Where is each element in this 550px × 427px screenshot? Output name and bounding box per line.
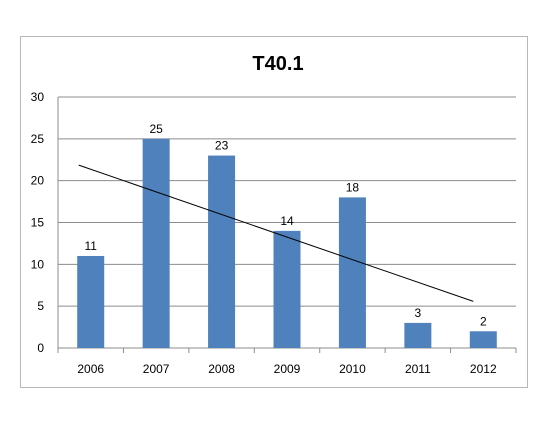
chart-title: T40.1 [252,53,303,75]
trendline [78,164,474,302]
bar [338,197,366,348]
bar [77,255,105,348]
x-tick-label: 2006 [77,362,104,376]
bar [208,155,236,348]
data-labels: 11 25 23 14 18 3 2 [84,122,486,328]
bar [469,331,497,348]
data-label: 18 [346,180,360,194]
x-tick-label: 2010 [339,362,366,376]
x-tick-label: 2012 [470,362,497,376]
trendline-line [78,164,474,302]
x-axis-ticks: 2006 2007 2008 2009 2010 2011 2012 [57,348,517,376]
y-tick-label: 25 [31,132,45,146]
y-tick-label: 20 [31,174,45,188]
x-tick-label: 2011 [405,362,431,376]
bar [142,138,170,348]
data-label: 3 [415,306,422,320]
y-tick-label: 5 [37,299,44,313]
bars [77,138,497,348]
x-tick-label: 2008 [208,362,235,376]
data-label: 23 [215,139,229,153]
data-label: 11 [84,239,97,253]
y-tick-label: 15 [31,216,45,230]
y-tick-label: 10 [31,257,45,271]
y-tick-label: 0 [37,341,44,355]
data-label: 14 [280,214,294,228]
data-label: 25 [149,122,163,136]
data-label: 2 [480,314,487,328]
x-tick-label: 2009 [274,362,301,376]
bar [404,322,432,348]
bar [273,230,301,348]
y-tick-label: 30 [31,90,45,104]
x-tick-label: 2007 [143,362,170,376]
y-axis-ticks: 0 5 10 15 20 25 30 [31,90,45,355]
